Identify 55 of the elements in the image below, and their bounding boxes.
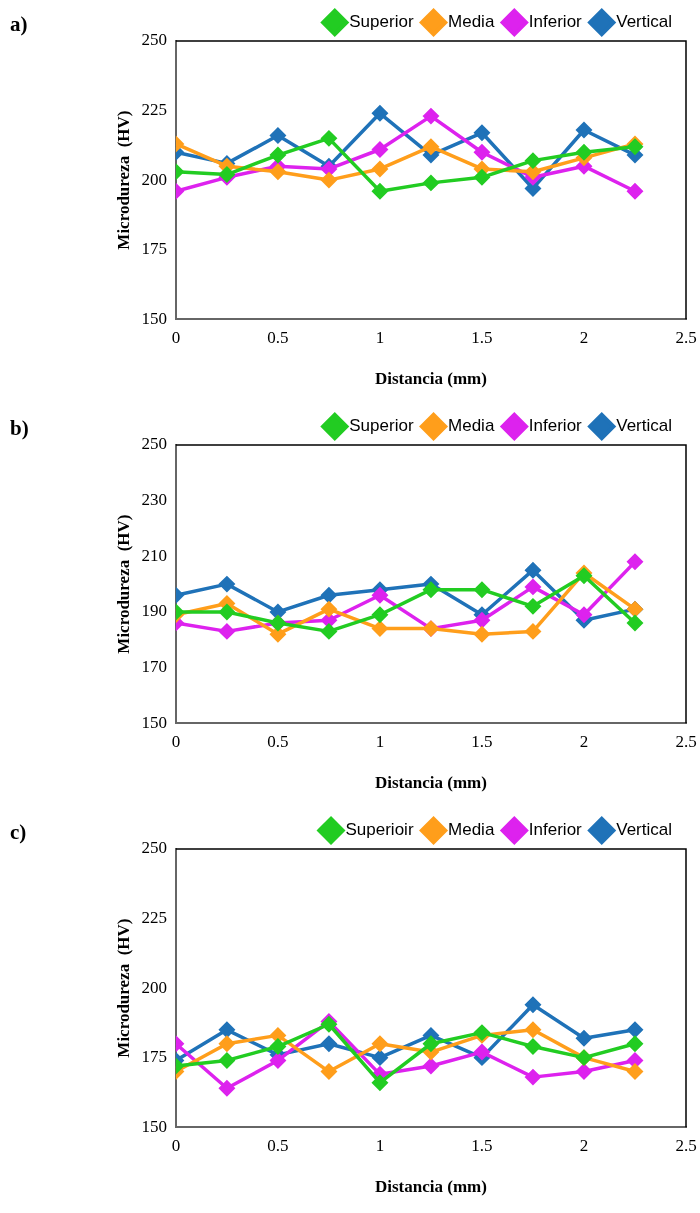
y-tick-label: 190 [141, 601, 167, 621]
y-tick-label: 225 [141, 908, 167, 928]
x-axis-title: Distancia (mm) [375, 369, 487, 389]
x-tick-label: 1 [375, 731, 385, 751]
legend-label: Superioir [345, 820, 414, 840]
x-tick-label: 0 [171, 1135, 181, 1155]
x-tick-label: 0 [171, 327, 181, 347]
y-axis-title: Microdureza (HV) [113, 918, 133, 1058]
y-axis-title: Microdureza (HV) [113, 110, 133, 250]
y-tick-label: 250 [141, 838, 167, 858]
legend-label: Vertical [616, 820, 672, 840]
y-tick-label: 200 [141, 977, 167, 997]
legend-label: Media [448, 416, 495, 436]
x-tick-label: 0 [171, 731, 181, 751]
legend-label: Inferior [528, 820, 583, 840]
y-tick-label: 250 [141, 434, 167, 454]
y-tick-label: 170 [141, 657, 167, 677]
legend-label: Media [448, 12, 495, 32]
x-tick-label: 2.5 [675, 731, 697, 751]
x-tick-label: 1.5 [471, 1135, 493, 1155]
x-tick-label: 1.5 [471, 327, 493, 347]
legend-label: Vertical [616, 12, 672, 32]
legend-label: Inferior [528, 416, 583, 436]
x-tick-label: 2 [579, 731, 589, 751]
y-tick-label: 200 [141, 169, 167, 189]
y-tick-label: 175 [141, 1047, 167, 1067]
x-tick-label: 1 [375, 327, 385, 347]
x-tick-label: 0.5 [267, 731, 289, 751]
x-tick-label: 0.5 [267, 327, 289, 347]
y-tick-label: 150 [141, 308, 167, 328]
x-tick-label: 2 [579, 1135, 589, 1155]
y-axis-title: Microdureza (HV) [113, 514, 133, 654]
x-tick-label: 0.5 [267, 1135, 289, 1155]
x-tick-label: 2.5 [675, 327, 697, 347]
y-tick-label: 150 [141, 712, 167, 732]
x-axis-title: Distancia (mm) [375, 1177, 487, 1197]
legend-label: Inferior [528, 12, 583, 32]
x-axis-title: Distancia (mm) [375, 773, 487, 793]
text: a) [10, 12, 28, 37]
legend-label: Superior [349, 416, 414, 436]
y-tick-label: 225 [141, 100, 167, 120]
legend-label: Media [448, 820, 495, 840]
text: b) [10, 416, 29, 441]
y-tick-label: 210 [141, 545, 167, 565]
y-tick-label: 150 [141, 1116, 167, 1136]
y-tick-label: 250 [141, 30, 167, 50]
legend-label: Vertical [616, 416, 672, 436]
y-tick-label: 175 [141, 239, 167, 259]
x-tick-label: 2 [579, 327, 589, 347]
legend-label: Superior [349, 12, 414, 32]
x-tick-label: 1 [375, 1135, 385, 1155]
x-tick-label: 1.5 [471, 731, 493, 751]
text: c) [10, 820, 27, 845]
y-tick-label: 230 [141, 490, 167, 510]
x-tick-label: 2.5 [675, 1135, 697, 1155]
